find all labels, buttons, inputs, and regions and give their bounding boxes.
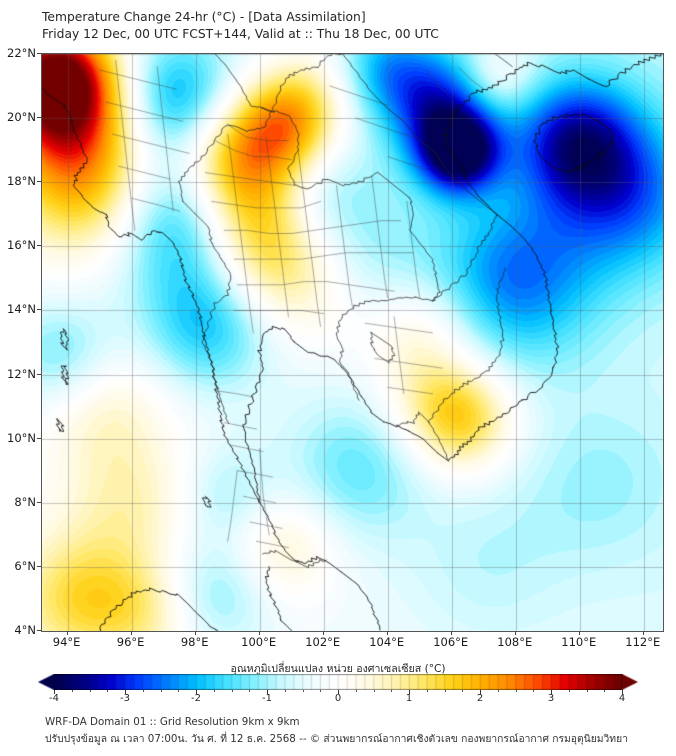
colorbar-title: อุณหภูมิเปลี่ยนแปลง หน่วย องศาเซลเซียส (… [230,663,446,675]
x-axis-tick-label: 98°E [180,635,209,649]
x-axis-tick-mark [67,631,68,635]
x-axis-tick-label: 108°E [497,635,533,649]
y-axis-tick-label: 4°N [14,623,36,637]
colorbar-minor-tick [72,690,73,692]
y-axis-tick-label: 10°N [7,430,36,445]
colorbar-tick-label: -4 [49,693,59,704]
x-axis-tick-mark [515,631,516,635]
x-axis-tick-mark [259,631,260,635]
colorbar-tick-label: -3 [120,693,130,704]
x-axis-tick-mark [579,631,580,635]
x-axis-tick-label: 100°E [241,635,277,649]
y-axis-tick-label: 12°N [7,366,36,381]
colorbar-minor-tick [445,690,446,692]
colorbar-tick-label: -2 [191,693,201,704]
y-axis-tick-label: 16°N [7,238,36,253]
colorbar-tick-label: 0 [334,693,342,704]
map-plot-area [41,53,664,632]
y-axis-tick-label: 8°N [14,494,36,509]
chart-title-block: Temperature Change 24-hr (°C) - [Data As… [42,9,439,43]
colorbar-minor-tick [462,690,463,692]
colorbar-minor-tick [320,690,321,692]
colorbar-minor-tick [391,690,392,692]
x-axis-tick-label: 106°E [433,635,469,649]
colorbar-minor-tick [107,690,108,692]
footer-block: WRF-DA Domain 01 :: Grid Resolution 9km … [45,714,628,748]
colorbar-minor-tick [143,690,144,692]
colorbar-tick-mark [338,690,339,694]
colorbar-minor-tick [232,690,233,692]
colorbar-minor-tick [356,690,357,692]
colorbar-minor-tick [516,690,517,692]
x-axis-tick-label: 94°E [52,635,81,649]
colorbar-minor-tick [604,690,605,692]
colorbar-minor-tick [533,690,534,692]
x-axis-tick-mark [323,631,324,635]
x-axis-tick-mark [195,631,196,635]
colorbar-tick-mark [551,690,552,694]
colorbar-tick-label: 1 [405,693,413,704]
x-axis-tick-label: 96°E [116,635,145,649]
x-axis-tick-label: 104°E [369,635,405,649]
colorbar-minor-tick [214,690,215,692]
colorbar-minor-tick [303,690,304,692]
colorbar-tick-mark [267,690,268,694]
x-axis-tick-mark [387,631,388,635]
footer-line-2: ปรับปรุงข้อมูล ณ เวลา 07:00น. วัน ศ. ที่… [45,733,628,745]
colorbar-tick-label: 3 [547,693,555,704]
y-axis-tick-label: 6°N [14,558,36,573]
colorbar-minor-tick [90,690,91,692]
colorbar-minor-tick [285,690,286,692]
title-line-1: Temperature Change 24-hr (°C) - [Data As… [42,10,366,24]
colorbar-minor-tick [161,690,162,692]
x-axis-tick-mark [451,631,452,635]
y-axis-tick-mark [37,53,41,54]
colorbar-minor-tick [427,690,428,692]
x-axis-tick-label: 102°E [305,635,341,649]
colorbar-minor-tick [374,690,375,692]
colorbar-minor-tick [569,690,570,692]
y-axis-tick-mark [37,181,41,182]
y-axis-tick-mark [37,630,41,631]
y-axis-tick-label: 14°N [7,302,36,317]
footer-line-1: WRF-DA Domain 01 :: Grid Resolution 9km … [45,716,300,728]
title-line-2: Friday 12 Dec, 00 UTC FCST+144, Valid at… [42,27,439,41]
colorbar-tick-label: -1 [262,693,272,704]
colorbar-tick-label: 2 [476,693,484,704]
colorbar-minor-tick [498,690,499,692]
colorbar-tick-mark [480,690,481,694]
y-axis-tick-mark [37,438,41,439]
y-axis-tick-mark [37,245,41,246]
y-axis-tick-mark [37,374,41,375]
colorbar-tick-mark [54,690,55,694]
colorbar-tick-mark [196,690,197,694]
x-axis-tick-mark [131,631,132,635]
y-axis-tick-label: 20°N [7,110,36,125]
colorbar: อุณหภูมิเปลี่ยนแปลง หน่วย องศาเซลเซียส (… [0,660,676,708]
x-axis-tick-label: 112°E [625,635,661,649]
y-axis-tick-mark [37,117,41,118]
colorbar-tick-mark [622,690,623,694]
y-axis-tick-label: 18°N [7,174,36,189]
colorbar-gradient [38,674,638,690]
y-axis-tick-mark [37,566,41,567]
colorbar-tick-label: 4 [618,693,626,704]
lat-lon-grid-layer [42,54,663,631]
colorbar-tick-mark [409,690,410,694]
x-axis-tick-mark [643,631,644,635]
y-axis-tick-mark [37,309,41,310]
x-axis-tick-label: 110°E [561,635,597,649]
colorbar-minor-tick [249,690,250,692]
y-axis-tick-label: 22°N [7,46,36,60]
colorbar-tick-mark [125,690,126,694]
colorbar-minor-tick [178,690,179,692]
colorbar-minor-tick [587,690,588,692]
y-axis-tick-mark [37,502,41,503]
